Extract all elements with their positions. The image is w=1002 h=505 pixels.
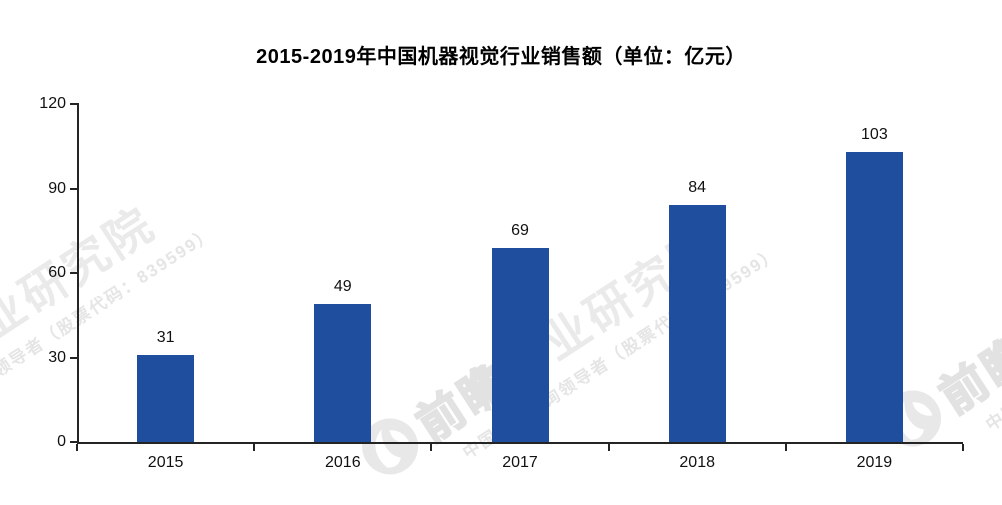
y-axis-tick bbox=[70, 441, 77, 443]
bar-value-label: 49 bbox=[333, 277, 352, 295]
bar-2016 bbox=[314, 303, 372, 442]
x-category-label: 2015 bbox=[147, 454, 184, 471]
y-tick-label: 90 bbox=[48, 179, 66, 197]
bar-value-label: 84 bbox=[688, 179, 707, 197]
bar-value-label: 69 bbox=[511, 221, 529, 239]
y-tick-label: 0 bbox=[57, 433, 66, 450]
x-category-label: 2016 bbox=[325, 454, 361, 471]
watermark-brand-outline: 前瞻 bbox=[930, 324, 1002, 424]
chart-title: 2015-2019年中国机器视觉行业销售额（单位：亿元） bbox=[256, 46, 746, 68]
y-axis-tick bbox=[70, 356, 77, 359]
y-axis-line bbox=[77, 103, 79, 444]
x-category-label: 2017 bbox=[502, 454, 538, 471]
x-axis-tick bbox=[607, 444, 610, 451]
x-category-label: 2019 bbox=[856, 454, 893, 471]
x-axis-tick bbox=[430, 444, 433, 451]
x-axis-line bbox=[77, 442, 963, 444]
x-axis-tick bbox=[962, 444, 964, 451]
y-tick-label: 120 bbox=[39, 95, 66, 112]
y-axis-tick bbox=[70, 187, 77, 190]
watermark-subtext: 中国产业咨询领导者（股票代码：839599） bbox=[982, 215, 1002, 435]
bar-2015 bbox=[137, 354, 195, 442]
y-axis-tick bbox=[70, 272, 77, 274]
bar-2018 bbox=[668, 205, 726, 442]
y-axis-tick bbox=[70, 103, 77, 105]
x-axis-tick bbox=[784, 444, 787, 451]
bar-2017 bbox=[491, 247, 549, 442]
bar-value-label: 31 bbox=[156, 328, 175, 346]
y-tick-label: 30 bbox=[48, 348, 66, 366]
bar-2019 bbox=[845, 151, 903, 442]
x-axis-tick bbox=[76, 444, 78, 451]
bar-value-label: 103 bbox=[861, 125, 888, 143]
x-axis-tick bbox=[253, 444, 256, 451]
y-tick-label: 60 bbox=[48, 264, 66, 281]
x-category-label: 2018 bbox=[679, 454, 715, 471]
